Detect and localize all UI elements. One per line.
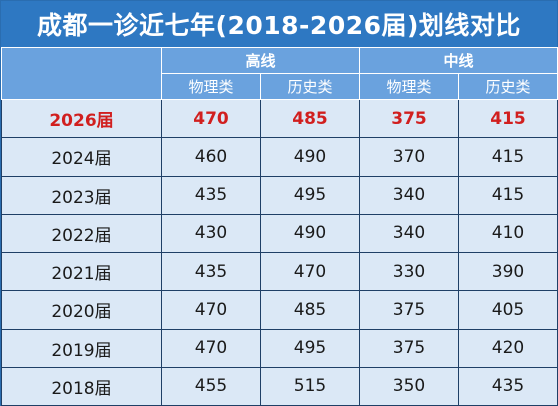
cell-value: 515 [259, 366, 361, 406]
header-group-mid: 中线 [359, 47, 558, 74]
cell-value: 350 [359, 366, 460, 406]
header-group-high: 高线 [160, 47, 361, 74]
cell-value: 470 [161, 98, 261, 139]
cell-value: 375 [359, 328, 460, 368]
cell-value: 415 [458, 175, 558, 215]
cell-value: 370 [359, 137, 460, 177]
cell-value: 420 [458, 328, 558, 368]
header-physics-mid: 物理类 [359, 73, 460, 100]
row-year: 2024届 [1, 137, 162, 177]
cell-value: 330 [359, 251, 460, 292]
cell-value: 490 [259, 213, 361, 254]
cell-value: 405 [458, 290, 558, 330]
table-row: 2022届 430 490 340 410 [1, 213, 558, 254]
row-year: 2018届 [1, 366, 162, 406]
corner-cell [1, 47, 162, 100]
header-history-mid: 历史类 [458, 73, 558, 100]
table-row: 2023届 435 495 340 415 [1, 175, 558, 215]
cell-value: 470 [161, 290, 261, 330]
cell-value: 485 [259, 290, 361, 330]
cell-value: 375 [359, 98, 460, 139]
cell-value: 435 [161, 175, 261, 215]
row-year: 2023届 [1, 175, 162, 215]
cell-value: 455 [161, 366, 261, 406]
cell-value: 415 [458, 137, 558, 177]
cell-value: 340 [359, 175, 460, 215]
cell-value: 460 [161, 137, 261, 177]
page-title: 成都一诊近七年(2018-2026届)划线对比 [1, 1, 557, 47]
header-history-high: 历史类 [259, 73, 361, 100]
cell-value: 485 [259, 98, 361, 139]
row-year: 2019届 [1, 328, 162, 368]
cell-value: 470 [161, 328, 261, 368]
cell-value: 390 [458, 251, 558, 292]
table-row: 2021届 435 470 330 390 [1, 251, 558, 292]
cell-value: 430 [161, 213, 261, 254]
cell-value: 490 [259, 137, 361, 177]
cell-value: 410 [458, 213, 558, 254]
row-year: 2026届 [1, 98, 162, 139]
cell-value: 495 [259, 328, 361, 368]
cell-value: 340 [359, 213, 460, 254]
table-row: 2024届 460 490 370 415 [1, 137, 558, 177]
cell-value: 495 [259, 175, 361, 215]
cell-value: 470 [259, 251, 361, 292]
cell-value: 415 [458, 98, 558, 139]
score-table: 高线 中线 物理类 历史类 物理类 历史类 2026届 470 485 375 … [1, 47, 558, 406]
row-year: 2021届 [1, 251, 162, 292]
cell-value: 435 [458, 366, 558, 406]
table-row: 2018届 455 515 350 435 [1, 366, 558, 406]
header-physics-high: 物理类 [161, 73, 261, 100]
table-row: 2026届 470 485 375 415 [1, 98, 558, 139]
row-year: 2020届 [1, 290, 162, 330]
table-row: 2019届 470 495 375 420 [1, 328, 558, 368]
table-row: 2020届 470 485 375 405 [1, 290, 558, 330]
cell-value: 375 [359, 290, 460, 330]
cell-value: 435 [161, 251, 261, 292]
row-year: 2022届 [1, 213, 162, 254]
